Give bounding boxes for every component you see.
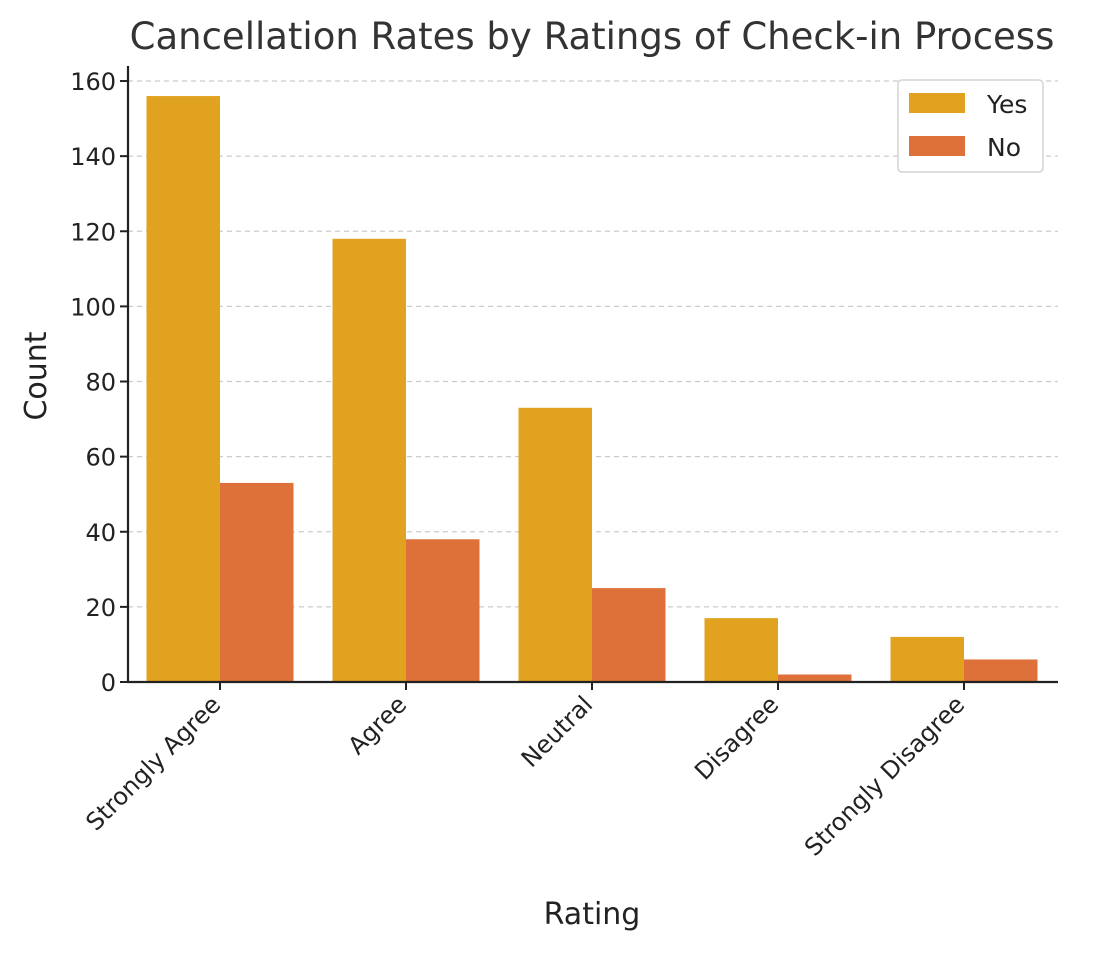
x-tick-label: Agree bbox=[343, 690, 413, 760]
y-axis-ticks: 0 20 40 60 80 100 120 140 160 bbox=[70, 68, 128, 697]
x-tick-label: Disagree bbox=[689, 690, 784, 785]
bar-yes-agree bbox=[332, 238, 406, 682]
legend-label-no: No bbox=[987, 133, 1021, 162]
bar-no-strongly-agree bbox=[220, 482, 294, 682]
bar-no-neutral bbox=[592, 588, 666, 682]
y-tick-label: 160 bbox=[70, 68, 116, 96]
legend-swatch-yes bbox=[909, 93, 965, 113]
x-axis-label: Rating bbox=[544, 897, 641, 932]
y-tick-label: 0 bbox=[101, 669, 116, 697]
y-tick-label: 80 bbox=[85, 369, 116, 397]
bar-yes-strongly-agree bbox=[146, 96, 220, 683]
bars bbox=[146, 96, 1038, 683]
y-tick-label: 20 bbox=[85, 594, 116, 622]
bar-no-disagree bbox=[778, 674, 852, 682]
legend: Yes No bbox=[897, 79, 1044, 173]
x-tick-label: Neutral bbox=[516, 690, 598, 772]
legend-swatch-no bbox=[909, 136, 965, 156]
legend-label-yes: Yes bbox=[986, 90, 1027, 119]
chart-title: Cancellation Rates by Ratings of Check-i… bbox=[130, 15, 1055, 58]
y-tick-label: 60 bbox=[85, 444, 116, 472]
bar-yes-strongly-disagree bbox=[890, 636, 964, 682]
x-axis-ticks: Strongly Agree Agree Neutral Disagree Strong… bbox=[80, 682, 970, 862]
bar-yes-neutral bbox=[518, 407, 592, 682]
bar-no-strongly-disagree bbox=[964, 659, 1038, 682]
y-tick-label: 120 bbox=[70, 218, 116, 246]
x-tick-label: Strongly Agree bbox=[80, 690, 226, 836]
y-tick-label: 100 bbox=[70, 293, 116, 321]
bar-no-agree bbox=[406, 539, 480, 682]
y-axis-label: Count bbox=[19, 331, 54, 420]
y-tick-label: 140 bbox=[70, 143, 116, 171]
x-tick-label: Strongly Disagree bbox=[799, 690, 970, 861]
bar-yes-disagree bbox=[704, 618, 778, 682]
y-tick-label: 40 bbox=[85, 519, 116, 547]
